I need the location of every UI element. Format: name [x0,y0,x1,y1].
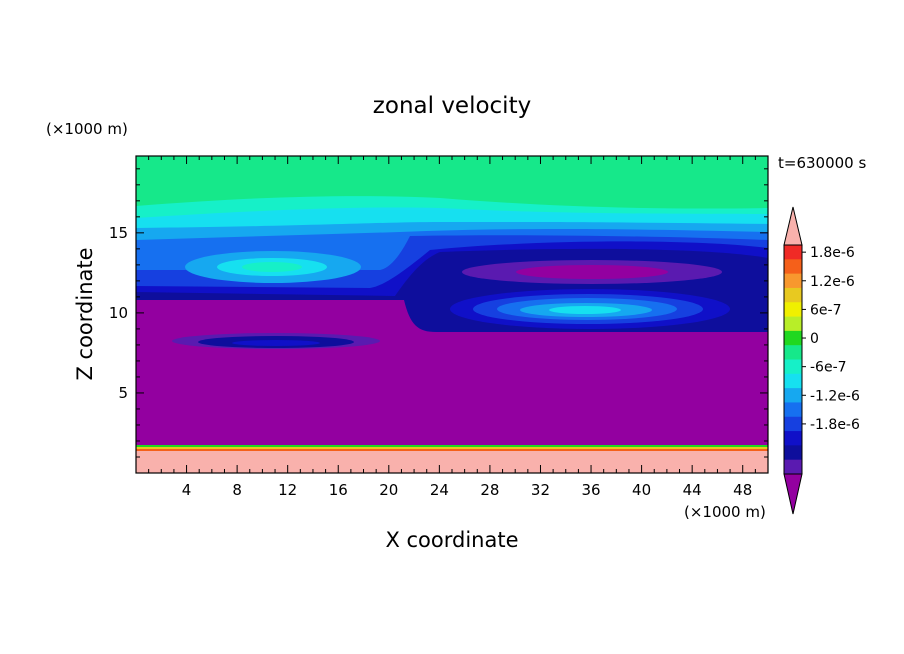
colorbar-swatch [784,330,802,346]
colorbar-swatch [784,359,802,375]
x-unit-label: (×1000 m) [684,503,766,521]
colorbar-frame [783,244,803,475]
x-axis-label: X coordinate [385,528,518,552]
x-tick-label: 16 [329,481,348,499]
contour-band-top [136,156,768,209]
colorbar-tick-label: -1.8e-6 [810,417,860,433]
x-tick-label: 48 [733,481,752,499]
bottom-gradient-yellow [136,447,768,449]
chart-title: zonal velocity [373,93,531,119]
colorbar-tick-label: 1.2e-6 [810,274,855,290]
contour-upper-right-core [516,265,668,279]
colorbar-swatch [784,388,802,403]
x-tick-label: 44 [683,481,702,499]
bottom-gradient-orange [136,449,768,451]
colorbar-tick-label: -1.2e-6 [810,388,860,404]
contour-lens-core [232,340,320,346]
x-tick-label: 24 [430,481,449,499]
colorbar-tick-label: 0 [810,331,819,347]
y-tick-label: 5 [118,384,128,402]
colorbar-swatch [784,445,802,461]
y-tick-label: 10 [109,304,128,322]
x-tick-label: 12 [278,481,297,499]
colorbar-swatch [784,259,802,275]
colorbar-swatch [784,345,802,360]
x-tick-label: 4 [182,481,192,499]
bottom-gradient-green [136,445,768,447]
colorbar-swatch [784,459,802,475]
colorbar-swatch [784,245,802,260]
colorbar-swatch [784,416,802,432]
colorbar-swatch [784,316,802,332]
x-axis: 4 8 12 16 20 24 28 32 36 40 44 48 [148,156,756,499]
colorbar: 1.8e-6 1.2e-6 6e-7 0 -6e-7 -1.2e-6 -1.8e-6 [783,206,860,515]
x-tick-label: 36 [581,481,600,499]
contour-lower-right-core [549,306,621,314]
y-axis-label: Z coordinate [73,247,97,380]
x-tick-label: 28 [480,481,499,499]
contour-band-bottom [136,451,768,473]
colorbar-swatch [784,273,802,289]
colorbar-swatch [784,302,802,318]
x-tick-label: 32 [531,481,550,499]
colorbar-swatch [784,431,802,446]
y-unit-label: (×1000 m) [46,120,128,138]
x-tick-label: 40 [632,481,651,499]
contour-plot-area [136,156,768,473]
y-tick-label: 15 [109,224,128,242]
colorbar-bottom-arrow [783,473,803,515]
time-label: t=630000 s [778,154,866,172]
colorbar-swatch [784,402,802,418]
colorbar-swatch [784,373,802,389]
colorbar-tick-label: -6e-7 [810,360,847,376]
colorbar-tick-label: 6e-7 [810,302,841,318]
x-tick-label: 8 [232,481,242,499]
colorbar-top-arrow [783,206,803,246]
contour-upper-left-core [242,262,302,272]
colorbar-swatch [784,287,802,303]
x-tick-label: 20 [379,481,398,499]
y-axis: 5 10 15 [109,168,768,458]
colorbar-tick-label: 1.8e-6 [810,245,855,261]
